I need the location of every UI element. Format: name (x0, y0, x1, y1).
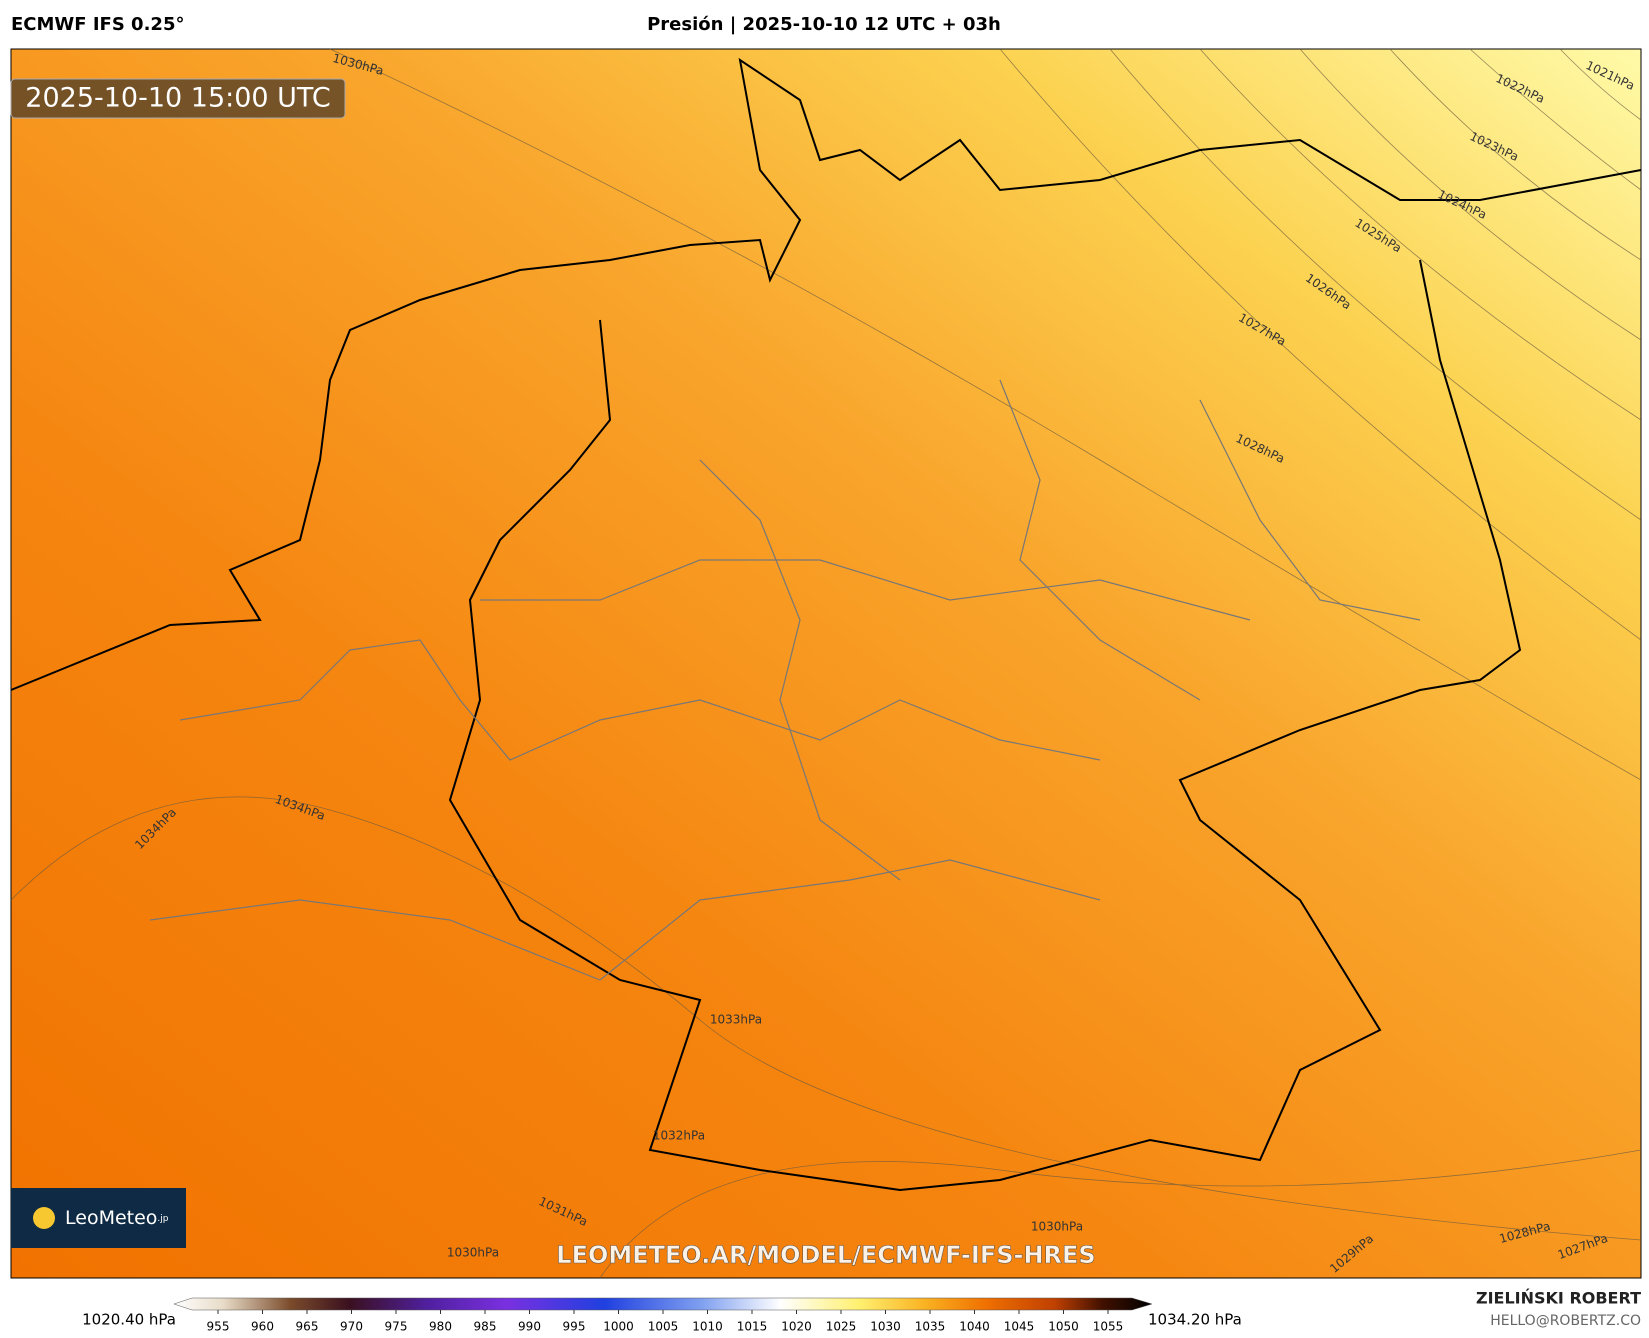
colorbar-tick-label: 965 (296, 1320, 319, 1334)
timestamp: 2025-10-10 15:00 UTC (25, 83, 330, 114)
colorbar-tick-label: 980 (429, 1320, 452, 1334)
isobar-label: 1030hPa (447, 1246, 499, 1260)
logo-suffix: .jp (157, 1214, 168, 1224)
colorbar-tick-label: 955 (207, 1320, 230, 1334)
timestamp-box (10, 78, 346, 119)
author: ZIELIŃSKI ROBERT (1476, 1289, 1641, 1308)
isobar-label: 1033hPa (710, 1013, 762, 1027)
colorbar-tick-label: 1040 (959, 1320, 990, 1334)
coastlines (10, 57, 1642, 1192)
colorbar-tick-label: 1030 (870, 1320, 901, 1334)
colorbar-tick-label: 970 (340, 1320, 363, 1334)
colorbar-ramp (173, 1297, 1153, 1311)
colorbar-tick-label: 995 (563, 1320, 586, 1334)
colorbar-tick-label: 1020 (781, 1320, 812, 1334)
logo-text: LeoMeteo (65, 1207, 157, 1229)
map: 2025-10-10 15:00 UTC 1030hPa 1021hPa1022h… (10, 48, 1642, 1279)
colorbar-tick-label: 1045 (1004, 1320, 1035, 1334)
isobar-label: 1030hPa (1031, 1220, 1083, 1234)
colorbar-tick-label: 985 (474, 1320, 497, 1334)
isobar-label: 1032hPa (653, 1129, 705, 1143)
colorbar-max: 1034.20 hPa (1148, 1311, 1242, 1329)
colorbar-tick-label: 1050 (1048, 1320, 1079, 1334)
email: HELLO@ROBERTZ.CO (1490, 1313, 1641, 1329)
watermark: LEOMETEO.AR/MODEL/ECMWF-IFS-HRES (556, 1241, 1095, 1269)
colorbar: 1020.40 hPa 1034.20 hPa 955 960 965 970 975 9… (82, 1297, 1242, 1334)
borders (149, 379, 1421, 981)
colorbar-tick-label: 1015 (737, 1320, 768, 1334)
colorbar-tick-label: 1025 (826, 1320, 857, 1334)
logo: LeoMeteo.jp (65, 1207, 169, 1229)
colorbar-tick-label: 1055 (1093, 1320, 1124, 1334)
colorbar-tick-label: 990 (518, 1320, 541, 1334)
colorbar-tick-label: 1010 (692, 1320, 723, 1334)
colorbar-tick-label: 1005 (648, 1320, 679, 1334)
logo-sun (33, 1207, 55, 1229)
model-name: ECMWF IFS 0.25° (11, 14, 184, 35)
colorbar-tick-label: 1035 (915, 1320, 946, 1334)
pressure-field (10, 48, 1642, 1279)
colorbar-tick-label: 1000 (603, 1320, 634, 1334)
colorbar-tick-label: 975 (385, 1320, 408, 1334)
isobars (10, 48, 1642, 1279)
colorbar-tick-label: 960 (251, 1320, 274, 1334)
colorbar-min: 1020.40 hPa (82, 1311, 176, 1329)
chart-title: Presión | 2025-10-10 12 UTC + 03h (647, 14, 1001, 35)
